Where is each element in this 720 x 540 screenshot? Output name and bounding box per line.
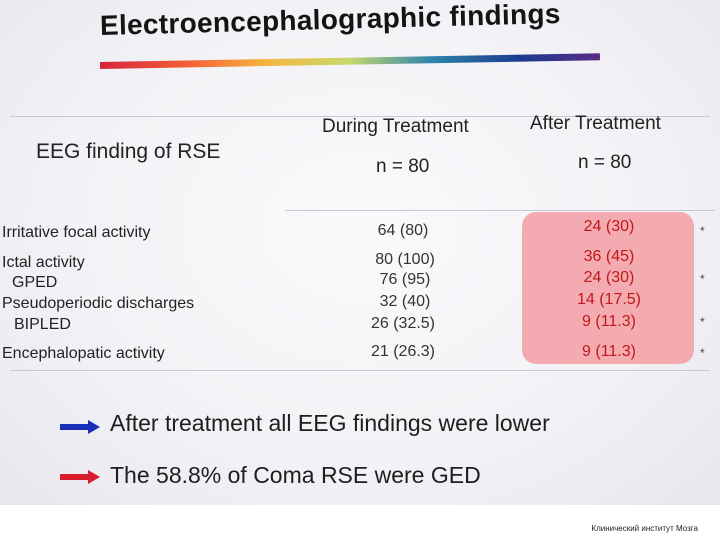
n-after: n = 80 (578, 152, 632, 173)
table-bottom-rule (10, 370, 710, 371)
row-label: GPED (12, 274, 58, 291)
after-value: 14 (17.5) (576, 291, 642, 308)
during-value: 32 (40) (379, 293, 431, 310)
col-header-during: During Treatment (322, 116, 469, 137)
bullet-text: After treatment all EEG findings were lo… (110, 410, 550, 436)
row-label: Encephalopatic activity (2, 345, 165, 362)
during-value: 80 (100) (375, 251, 435, 268)
after-value: 24 (30) (583, 269, 635, 286)
row-label: Pseudoperiodic discharges (2, 295, 195, 312)
during-value: 64 (80) (377, 222, 429, 239)
row-label: BIPLED (14, 316, 71, 333)
during-value: 26 (32.5) (370, 315, 436, 332)
row-label: Ictal activity (2, 254, 85, 271)
title-underline (99, 53, 600, 69)
during-value: 76 (95) (379, 271, 431, 288)
significance-star: * (700, 315, 705, 329)
bullet-text: The 58.8% of Coma RSE were GED (110, 462, 481, 488)
row-label: Irritative focal activity (2, 224, 151, 241)
col-header-after: After Treatment (530, 113, 661, 134)
significance-star: * (700, 346, 705, 360)
blue-arrow-icon (60, 420, 100, 434)
n-during: n = 80 (376, 156, 430, 177)
after-value: 9 (11.3) (582, 343, 636, 360)
significance-star: * (700, 224, 705, 238)
after-treatment-highlight (522, 212, 694, 364)
slide-title: Electroencephalographic findings (99, 0, 562, 41)
header-rule (285, 210, 715, 211)
during-value: 21 (26.3) (370, 343, 436, 360)
after-value: 36 (45) (583, 248, 635, 265)
footer-credit: Клинический институт Мозга (591, 524, 698, 533)
after-value: 24 (30) (583, 218, 635, 235)
table-top-rule (10, 116, 710, 117)
significance-star: * (700, 272, 705, 286)
red-arrow-icon (60, 470, 100, 484)
slide: Electroencephalographic findings EEG fin… (0, 0, 720, 505)
after-value: 9 (11.3) (582, 313, 636, 330)
footer: Клинический институт Мозга (0, 505, 720, 540)
row-header: EEG finding of RSE (36, 140, 221, 163)
